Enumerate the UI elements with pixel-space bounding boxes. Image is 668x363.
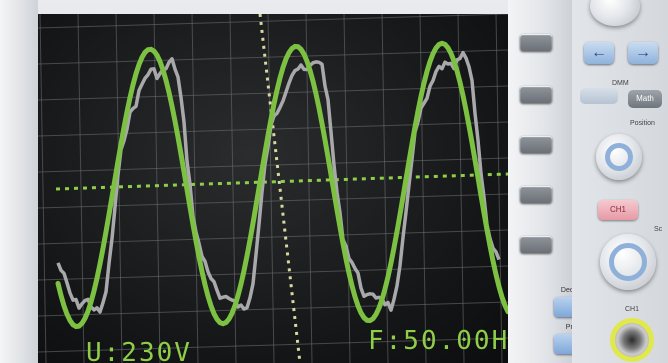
grid-line-horizontal <box>38 157 508 173</box>
waveform-display <box>38 14 508 363</box>
grid-line-horizontal <box>38 14 508 29</box>
softkey-4[interactable] <box>520 186 552 203</box>
softkey-3[interactable] <box>520 136 552 153</box>
grid-line-vertical <box>495 14 503 363</box>
grid-line-vertical <box>39 14 47 363</box>
scale-knob[interactable] <box>600 234 656 290</box>
trigger-level-line <box>55 172 508 191</box>
reference-sine-trace <box>55 40 508 330</box>
distorted-voltage-trace <box>56 50 501 314</box>
grid-line-horizontal <box>38 265 508 281</box>
ch1-button-label: CH1 <box>609 205 626 214</box>
arrow-right-button[interactable]: → <box>628 42 658 64</box>
grid-line-vertical <box>343 14 351 363</box>
grid-line-vertical <box>305 14 313 363</box>
position-label: Position <box>630 120 655 127</box>
ch1-input-label: CH1 <box>625 306 640 313</box>
math-label: Math <box>636 94 654 103</box>
grid-line-vertical <box>419 14 427 363</box>
grid-line-horizontal <box>38 301 508 317</box>
math-button[interactable]: Math <box>628 90 662 108</box>
ch1-button[interactable]: CH1 <box>598 200 638 220</box>
scale-label: Sc <box>654 226 663 233</box>
time-cursor-line <box>258 14 302 363</box>
softkey-column: Decode Print <box>508 0 588 363</box>
grid-line-vertical <box>267 14 275 363</box>
grid-line-vertical <box>191 14 199 363</box>
bnc-connector-icon[interactable] <box>610 318 654 362</box>
softkey-2[interactable] <box>520 86 552 103</box>
grid-line-horizontal <box>38 229 508 245</box>
softkey-5[interactable] <box>520 236 552 253</box>
grid-line-horizontal <box>38 337 508 353</box>
arrow-right-icon: → <box>635 44 651 61</box>
grid-line-vertical <box>115 14 123 363</box>
grid-line-vertical <box>381 14 389 363</box>
oscilloscope-screen: U:230V F:50.00Hz <box>38 14 508 363</box>
position-knob[interactable] <box>596 134 642 180</box>
dmm-button[interactable] <box>580 88 618 104</box>
arrow-left-icon: ← <box>591 44 607 61</box>
frequency-readout: F:50.00Hz <box>368 326 508 356</box>
dmm-label: DMM <box>612 80 629 87</box>
left-bezel <box>0 0 38 363</box>
grid-line-horizontal <box>38 49 508 65</box>
grid-line-horizontal <box>38 121 508 137</box>
grid-line-vertical <box>457 14 465 363</box>
voltage-readout: U:230V <box>86 338 192 363</box>
arrow-left-button[interactable]: ← <box>584 42 614 64</box>
softkey-1[interactable] <box>520 34 552 51</box>
